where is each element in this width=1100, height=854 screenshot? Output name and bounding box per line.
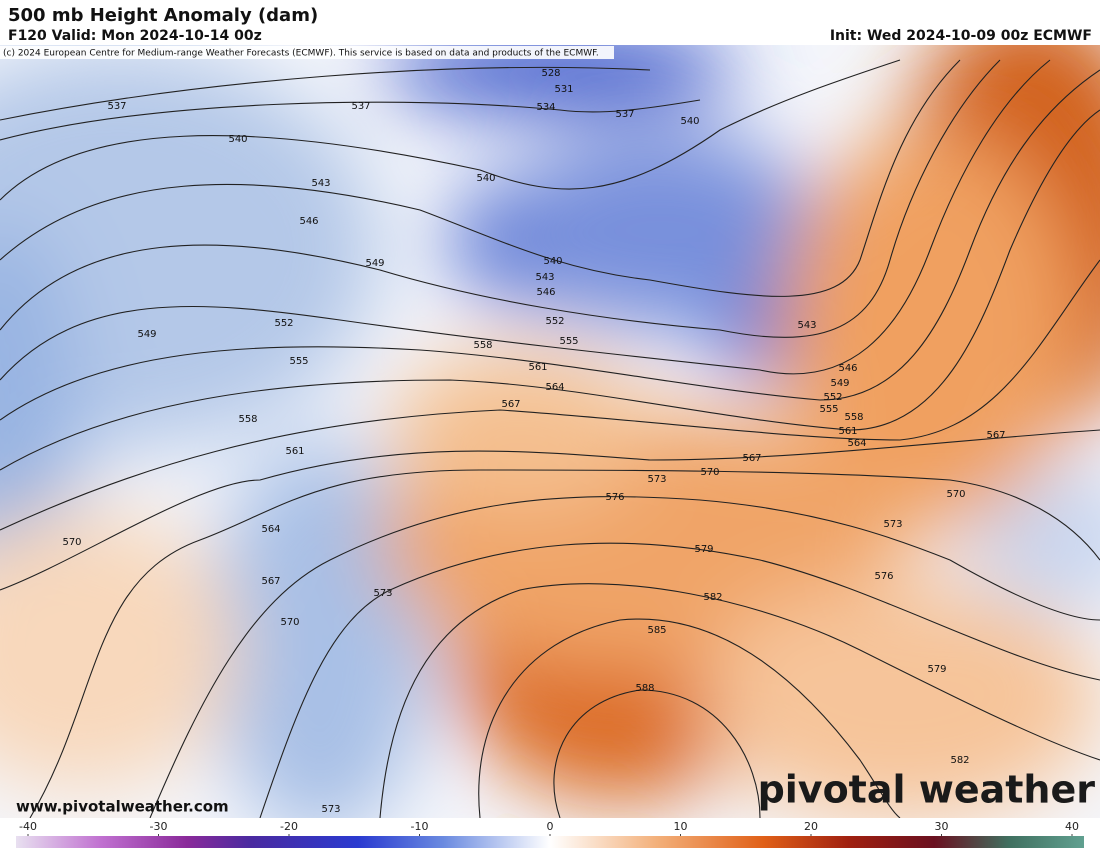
contour-label: 576 bbox=[605, 492, 624, 503]
colorbar bbox=[16, 836, 1084, 848]
contour-label: 555 bbox=[289, 356, 308, 367]
colorbar-tick-label: 20 bbox=[804, 820, 818, 833]
contour-label: 564 bbox=[847, 438, 866, 449]
colorbar-tick-label: 10 bbox=[674, 820, 688, 833]
contour-label: 546 bbox=[299, 216, 318, 227]
contour-label: 534 bbox=[536, 102, 555, 113]
contour-label: 537 bbox=[615, 109, 634, 120]
init-time: Init: Wed 2024-10-09 00z ECMWF bbox=[830, 28, 1092, 44]
contour-label: 576 bbox=[874, 571, 893, 582]
colorbar-tick-label: 30 bbox=[935, 820, 949, 833]
contour-label: 564 bbox=[261, 524, 280, 535]
contour-label: 552 bbox=[274, 318, 293, 329]
contour-label: 543 bbox=[535, 272, 554, 283]
contour-label: 546 bbox=[536, 287, 555, 298]
map-title: 500 mb Height Anomaly (dam) bbox=[8, 5, 318, 26]
contour-label: 555 bbox=[819, 404, 838, 415]
contour-label: 573 bbox=[647, 474, 666, 485]
contour-label: 570 bbox=[62, 537, 81, 548]
contour-label: 579 bbox=[694, 544, 713, 555]
contour-label: 531 bbox=[554, 84, 573, 95]
contour-label: 540 bbox=[476, 173, 495, 184]
contour-label: 561 bbox=[838, 426, 857, 437]
contour-label: 552 bbox=[545, 316, 564, 327]
contour-label: 585 bbox=[647, 625, 666, 636]
contour-label: 564 bbox=[545, 382, 564, 393]
site-url: www.pivotalweather.com bbox=[16, 798, 229, 816]
contour-label: 546 bbox=[838, 363, 857, 374]
contour-label: 543 bbox=[311, 178, 330, 189]
contour-label: 558 bbox=[844, 412, 863, 423]
contour-label: 537 bbox=[351, 101, 370, 112]
contour-label: 558 bbox=[473, 340, 492, 351]
contour-label: 552 bbox=[823, 392, 842, 403]
contour-label: 528 bbox=[541, 68, 560, 79]
contour-label: 570 bbox=[700, 467, 719, 478]
contour-label: 549 bbox=[365, 258, 384, 269]
colorbar-tick-label: -20 bbox=[280, 820, 298, 833]
contour-label: 567 bbox=[742, 453, 761, 464]
contour-label: 567 bbox=[986, 430, 1005, 441]
contour-label: 561 bbox=[285, 446, 304, 457]
contour-label: 558 bbox=[238, 414, 257, 425]
contour-label: 540 bbox=[543, 256, 562, 267]
contours bbox=[0, 59, 1100, 818]
contour-label: 570 bbox=[280, 617, 299, 628]
contour-label: 573 bbox=[321, 804, 340, 815]
contour-label: 573 bbox=[883, 519, 902, 530]
contour-label: 588 bbox=[635, 683, 654, 694]
brand-watermark: pivotal weather bbox=[758, 768, 1096, 812]
contour-label: 579 bbox=[927, 664, 946, 675]
contour-label: 543 bbox=[797, 320, 816, 331]
contour-label: 549 bbox=[137, 329, 156, 340]
contour-label: 573 bbox=[373, 588, 392, 599]
contour-label: 570 bbox=[946, 489, 965, 500]
colorbar-tick-label: -10 bbox=[411, 820, 429, 833]
credit: (c) 2024 European Centre for Medium-rang… bbox=[3, 49, 599, 59]
valid-time: F120 Valid: Mon 2024-10-14 00z bbox=[8, 28, 262, 44]
contour-label: 537 bbox=[107, 101, 126, 112]
contour-label: 555 bbox=[559, 336, 578, 347]
contour-label: 567 bbox=[261, 576, 280, 587]
contour-label: 582 bbox=[950, 755, 969, 766]
colorbar-tick-label: 0 bbox=[547, 820, 554, 833]
contour-label: 540 bbox=[228, 134, 247, 145]
contour-label: 561 bbox=[528, 362, 547, 373]
colorbar-tick-label: -30 bbox=[150, 820, 168, 833]
colorbar-tick-label: -40 bbox=[19, 820, 37, 833]
contour-label: 567 bbox=[501, 399, 520, 410]
colorbar-tick-label: 40 bbox=[1065, 820, 1079, 833]
contour-label: 549 bbox=[830, 378, 849, 389]
contour-label: 540 bbox=[680, 116, 699, 127]
contour-label: 582 bbox=[703, 592, 722, 603]
